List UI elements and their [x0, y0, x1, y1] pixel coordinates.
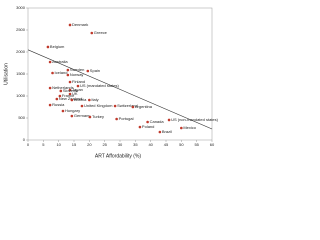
point-label: Greece — [94, 30, 108, 35]
point — [46, 45, 50, 49]
x-tick-label: 10 — [56, 142, 61, 147]
y-tick-label: 1500 — [16, 71, 26, 76]
point-label: Slovenia — [63, 88, 79, 93]
point-label: New Zealand — [59, 96, 83, 101]
point — [180, 126, 183, 130]
point-label: Austria — [74, 97, 87, 102]
x-tick-label: 20 — [87, 142, 92, 147]
point-label: Denmark — [72, 22, 88, 27]
point — [68, 80, 72, 84]
point — [70, 98, 74, 102]
point — [86, 69, 90, 73]
point — [90, 31, 94, 35]
x-tick-label: 50 — [179, 142, 184, 147]
point-label: US (non-mandated states) — [171, 117, 219, 122]
point — [146, 120, 149, 124]
y-tick-label: 0 — [23, 137, 26, 142]
point-label: Brazil — [162, 129, 172, 134]
point — [68, 23, 72, 27]
y-tick-label: 3000 — [16, 5, 26, 10]
point-label: Norway — [70, 72, 84, 77]
point — [66, 68, 70, 72]
point — [167, 118, 171, 122]
x-axis-label: ART Affordability (%) — [95, 153, 141, 159]
point-label: Switzerland — [117, 103, 138, 108]
point-label: Australia — [52, 59, 68, 64]
point-label: Germany — [74, 113, 90, 118]
point-label: United Kingdom — [84, 103, 113, 108]
point-label: Netherlands — [52, 85, 74, 90]
y-axis-label: Utilisation — [3, 63, 9, 85]
trend-line — [27, 49, 213, 130]
point — [48, 86, 52, 90]
point — [80, 104, 84, 108]
point — [55, 97, 59, 101]
x-tick-label: 0 — [27, 142, 30, 147]
point-label: Turkey — [92, 114, 104, 119]
point — [68, 92, 72, 96]
point-label: Sweden — [70, 67, 84, 72]
point-label: Spain — [90, 68, 100, 73]
point — [51, 71, 54, 75]
y-tick-label: 2500 — [16, 27, 26, 32]
y-tick-label: 500 — [18, 115, 25, 120]
x-tick-label: 55 — [194, 142, 199, 147]
point — [115, 117, 118, 121]
point — [76, 84, 80, 88]
point-label: Hungary — [65, 108, 80, 113]
point-label: Canada — [150, 119, 165, 124]
point-label: Portugal — [119, 116, 134, 121]
point — [70, 114, 74, 118]
point-label: Mexico — [183, 125, 196, 130]
point — [48, 60, 52, 64]
point — [158, 130, 162, 134]
y-tick-label: 2000 — [16, 49, 26, 54]
point — [59, 89, 63, 93]
point-label: US (mandated states) — [80, 83, 120, 88]
point-label: Poland — [142, 124, 154, 129]
x-tick-label: 25 — [102, 142, 107, 147]
point — [66, 73, 70, 77]
point-label: France — [62, 93, 75, 98]
point — [131, 105, 135, 109]
point-label: Iceland — [55, 70, 68, 75]
x-tick-label: 60 — [210, 142, 215, 147]
y-tick-label: 1000 — [16, 93, 26, 98]
x-tick-label: 30 — [118, 142, 123, 147]
x-tick-label: 40 — [148, 142, 153, 147]
point-label: Belgium — [50, 44, 65, 49]
point — [113, 104, 117, 108]
point — [88, 98, 91, 102]
point-label: Finland — [72, 79, 85, 84]
point-label: Argentina — [135, 104, 153, 109]
point — [68, 88, 72, 92]
point — [61, 109, 65, 113]
x-tick-label: 15 — [72, 142, 77, 147]
x-tick-label: 45 — [164, 142, 169, 147]
point-label: Russia — [52, 102, 65, 107]
point — [58, 94, 62, 98]
point — [48, 103, 52, 107]
x-tick-label: 5 — [42, 142, 45, 147]
point — [88, 115, 92, 119]
point-label: Italy — [91, 97, 98, 102]
point-label: UK — [72, 91, 78, 96]
chart: ART Affordability (%) Utilisation 0 5 10 15… — [3, 5, 219, 159]
point-label: Japan — [72, 87, 83, 92]
x-tick-label: 35 — [133, 142, 138, 147]
point — [138, 125, 142, 129]
